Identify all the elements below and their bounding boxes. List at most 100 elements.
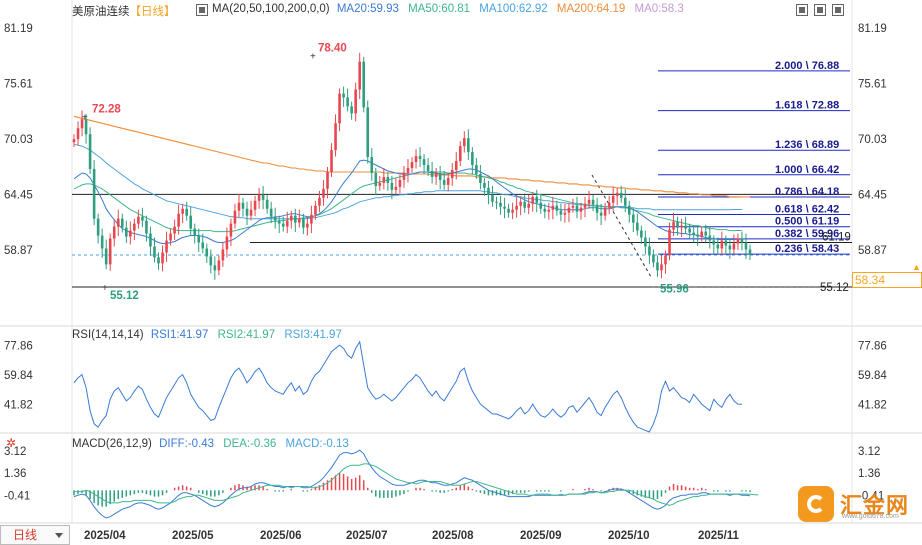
window-icon-2[interactable] bbox=[814, 4, 826, 16]
fib-label-3: 1.000 \ 66.42 bbox=[775, 164, 839, 176]
logo-url: www.gold678.com bbox=[842, 513, 899, 520]
indicator-gear-icon[interactable]: ✲ bbox=[6, 436, 17, 450]
candle-body-75 bbox=[374, 172, 378, 186]
candle-body-143 bbox=[648, 246, 651, 255]
candle-body-108 bbox=[507, 208, 510, 213]
candle-body-14 bbox=[129, 230, 132, 237]
candle-body-116 bbox=[539, 202, 543, 209]
candle-body-7 bbox=[100, 235, 104, 249]
candle-body-141 bbox=[640, 230, 643, 238]
candle-body-140 bbox=[636, 222, 639, 231]
candle-body-163 bbox=[728, 245, 732, 250]
price-tick-left-3: 64.45 bbox=[4, 189, 33, 201]
candle-body-164 bbox=[732, 243, 736, 250]
candle-body-123 bbox=[567, 207, 571, 213]
candle-body-80 bbox=[394, 186, 398, 190]
candle-body-151 bbox=[680, 225, 683, 228]
price-annotation-3: 55.96 bbox=[660, 284, 689, 296]
time-label-3: 2025/07 bbox=[346, 530, 388, 542]
candle-body-148 bbox=[668, 229, 671, 256]
candle-body-91 bbox=[438, 172, 442, 180]
candle-body-100 bbox=[475, 165, 478, 174]
candle-body-110 bbox=[515, 205, 518, 210]
candle-body-37 bbox=[221, 249, 225, 261]
candle-body-57 bbox=[302, 218, 305, 228]
price-annotation-2: 55.12 bbox=[110, 290, 139, 302]
candle-body-106 bbox=[499, 202, 502, 207]
candle-body-90 bbox=[434, 172, 438, 177]
candle-body-79 bbox=[390, 182, 394, 190]
candle-body-41 bbox=[237, 202, 241, 211]
candle-body-118 bbox=[547, 209, 551, 212]
period-selector-button[interactable]: 日线 bbox=[0, 525, 70, 545]
low-marker-icon: + bbox=[102, 283, 108, 294]
candle-body-15 bbox=[133, 223, 136, 231]
candle-body-120 bbox=[555, 205, 559, 211]
rsi-tick-right-0: 77.86 bbox=[858, 340, 887, 352]
candle-body-105 bbox=[495, 201, 498, 203]
candle-body-36 bbox=[217, 260, 221, 271]
diff-line bbox=[73, 449, 751, 519]
candle-body-145 bbox=[656, 262, 659, 271]
candle-body-87 bbox=[422, 159, 426, 166]
candle-body-122 bbox=[563, 212, 567, 215]
instrument-name: 美原油连续 bbox=[72, 6, 130, 18]
rsi1-value: RSI1:41.97 bbox=[150, 329, 209, 341]
settings-icon[interactable] bbox=[196, 4, 208, 16]
candle-body-81 bbox=[398, 179, 402, 187]
candle-body-129 bbox=[591, 199, 595, 205]
ma0-value: MA0:58.3 bbox=[634, 3, 684, 15]
candle-body-135 bbox=[615, 192, 619, 196]
price-tick-right-0: 81.19 bbox=[858, 23, 887, 35]
candle-body-154 bbox=[692, 232, 695, 235]
candle-body-78 bbox=[386, 176, 390, 183]
candle-body-99 bbox=[471, 152, 474, 166]
candle-body-55 bbox=[294, 215, 297, 223]
macd-label: MACD(26,12,9) bbox=[72, 438, 152, 450]
candle-body-98 bbox=[467, 138, 470, 153]
candle-body-102 bbox=[483, 182, 486, 188]
candle-body-86 bbox=[418, 156, 422, 160]
candle-body-31 bbox=[197, 235, 201, 243]
candle-body-10 bbox=[112, 226, 116, 239]
fib-label-0: 2.000 \ 76.88 bbox=[775, 60, 839, 72]
main-legend: 美原油连续【日线】 bbox=[72, 3, 176, 19]
window-icon-1[interactable] bbox=[796, 4, 808, 16]
candle-body-112 bbox=[523, 201, 526, 208]
ma50-value: MA50:60.81 bbox=[408, 3, 471, 15]
candle-body-13 bbox=[125, 227, 128, 237]
candle-body-23 bbox=[165, 240, 168, 253]
candle-body-43 bbox=[245, 208, 249, 216]
candle-body-104 bbox=[491, 194, 494, 202]
candle-body-60 bbox=[314, 205, 317, 215]
close-icon[interactable] bbox=[832, 4, 844, 16]
candle-body-68 bbox=[346, 97, 349, 107]
macd-tick-right-1: 1.36 bbox=[858, 468, 880, 480]
candle-body-85 bbox=[414, 156, 418, 163]
swing-dashed-line bbox=[591, 174, 653, 279]
candle-body-5 bbox=[92, 168, 96, 219]
time-label-2: 2025/06 bbox=[260, 530, 302, 542]
candle-body-61 bbox=[318, 197, 321, 206]
candle-body-82 bbox=[402, 172, 406, 180]
rsi-tick-right-2: 41.82 bbox=[858, 399, 887, 411]
candle-body-121 bbox=[559, 210, 563, 215]
candle-body-45 bbox=[253, 200, 257, 210]
high-marker-icon: + bbox=[82, 113, 88, 124]
candle-body-117 bbox=[543, 208, 547, 212]
candle-body-4 bbox=[88, 134, 92, 169]
candle-body-65 bbox=[334, 123, 337, 151]
price-tick-left-2: 70.03 bbox=[4, 134, 33, 146]
candle-body-109 bbox=[511, 209, 514, 213]
candle-body-59 bbox=[310, 214, 313, 224]
candle-body-51 bbox=[277, 220, 281, 224]
fib-label-6: 0.500 \ 61.19 bbox=[775, 216, 839, 228]
candle-body-130 bbox=[595, 204, 599, 213]
candle-body-84 bbox=[410, 162, 414, 168]
candle-body-94 bbox=[450, 169, 454, 178]
candle-body-32 bbox=[201, 242, 205, 249]
candle-body-134 bbox=[611, 195, 615, 203]
candle-body-40 bbox=[233, 210, 237, 224]
candle-body-28 bbox=[185, 208, 188, 216]
